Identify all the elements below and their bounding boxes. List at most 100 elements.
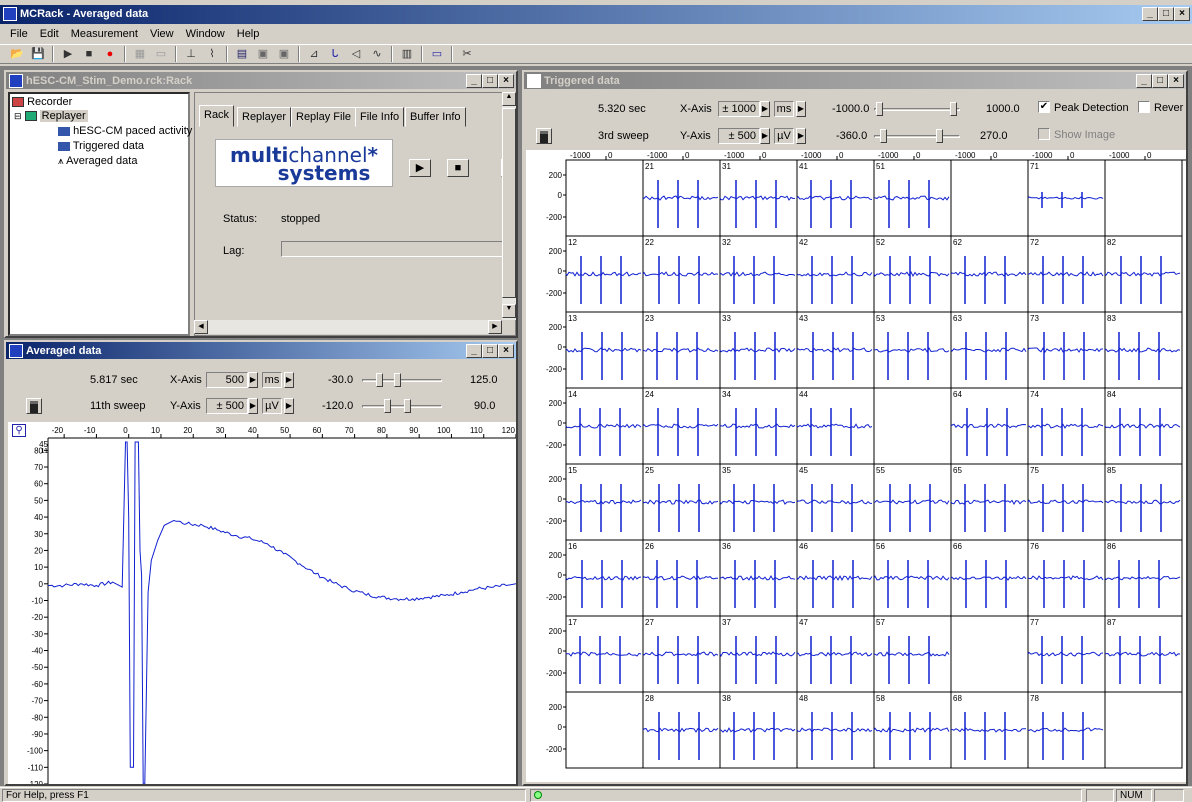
averaged-x-slider[interactable] [362,372,442,388]
reverse-checkbox[interactable] [1138,101,1150,113]
tree-item-triggered-data[interactable]: Triggered data [58,140,144,152]
average-icon[interactable]: ▣ [278,48,290,60]
tree-item-replayer[interactable]: ⊟ Replayer [14,110,88,122]
averaged-close-button[interactable]: × [498,344,514,358]
x-tick-label: 110 [470,426,483,435]
y-tick-label: -20 [31,613,43,622]
filter-icon[interactable]: ᒐ [331,48,339,60]
channel-trace [796,195,873,201]
averaged-maximize-button[interactable]: □ [482,344,498,358]
display-icon[interactable]: ▭ [155,48,167,60]
triggered-save-button[interactable] [536,128,552,144]
stop-icon[interactable]: ■ [85,48,93,60]
channel-trace [1027,271,1104,277]
menu-help[interactable]: Help [236,28,260,40]
averaged-y-slider[interactable] [362,398,442,414]
close-button[interactable]: × [1174,7,1190,21]
open-icon[interactable]: 📂 [10,48,24,60]
window-icon[interactable]: ▭ [431,48,443,60]
averaged-yaxis-spin[interactable]: ▶ [248,398,258,414]
triggered-yaxis-spin[interactable]: ▶ [760,128,770,144]
parameter-icon[interactable]: ▣ [257,48,269,60]
triggered-xaxis-input[interactable]: ± 1000 [718,101,760,117]
averaged-xaxis-spin[interactable]: ▶ [248,372,258,388]
electrode-label: 55 [876,466,885,475]
tab-file-info[interactable]: File Info [355,107,405,127]
record-icon[interactable]: ● [106,48,114,60]
scroll-up-icon[interactable]: ▲ [502,92,516,106]
collapse-icon[interactable]: ⊟ [14,111,22,121]
analyzer-icon[interactable]: ▤ [236,48,248,60]
play-button[interactable]: ▶ [409,159,431,177]
minimize-button[interactable]: _ [1142,7,1158,21]
tab-rack[interactable]: Rack [199,105,235,127]
x-tick-label: 100 [437,426,451,435]
averaged-yaxis-input[interactable]: ± 500 [206,398,248,414]
triggered-xunit-spin[interactable]: ▶ [796,101,806,117]
app-title-bar: MCRack - Averaged data _ □ × [0,5,1192,24]
row-tick-label: 200 [549,475,563,484]
spike-icon[interactable]: ⌇ [209,48,215,60]
save-icon[interactable]: 💾 [31,48,45,60]
menu-file[interactable]: File [10,28,28,40]
menu-window[interactable]: Window [185,28,225,40]
zoom-icon[interactable]: ⚲ [12,424,26,437]
averaged-xunit-spin[interactable]: ▶ [284,372,294,388]
rack-maximize-button[interactable]: □ [482,74,498,88]
sound-icon[interactable]: ◁ [351,48,361,60]
averaged-window[interactable]: Averaged data _ □ × 5.817 sec X-Axis 500 ▶… [4,340,518,786]
status-bar: For Help, press F1 NUM [0,787,1192,802]
electrode-cell [950,235,1029,313]
triggered-maximize-button[interactable]: □ [1152,74,1168,88]
averaged-xaxis-input[interactable]: 500 [206,372,248,388]
averaged-save-button[interactable] [26,398,42,414]
tab-replay-file[interactable]: Replay File [291,107,357,127]
maximize-button[interactable]: □ [1158,7,1174,21]
scroll-thumb[interactable] [502,108,516,298]
triggered-x-slider[interactable] [874,101,960,117]
rack-vertical-scrollbar[interactable]: ▲ ▼ [502,92,516,320]
rack-minimize-button[interactable]: _ [466,74,482,88]
triggered-y-slider[interactable] [874,128,960,144]
triggered-xaxis-unit[interactable]: ms [774,101,794,117]
menu-edit[interactable]: Edit [39,28,59,40]
scroll-left-icon[interactable]: ◀ [194,320,208,334]
averaged-xaxis-unit[interactable]: ms [262,372,282,388]
scroll-right-icon[interactable]: ▶ [488,320,502,334]
grid-icon[interactable]: ▦ [134,48,146,60]
triggered-yaxis-unit[interactable]: µV [774,128,794,144]
triggered-yaxis-input[interactable]: ± 500 [718,128,760,144]
peak-detection-checkbox[interactable]: ✔ [1038,101,1050,113]
stop-button[interactable]: ■ [447,159,469,177]
rack-close-button[interactable]: × [498,74,514,88]
tree-item-averaged-data[interactable]: ⩚ Averaged data [58,155,138,167]
rack-horizontal-scrollbar[interactable]: ◀ ▶ [194,320,502,334]
tree-item-paced-activity[interactable]: hESC-CM paced activity [58,125,192,137]
show-image-checkbox[interactable] [1038,128,1050,140]
triggered-close-button[interactable]: × [1168,74,1184,88]
channel-trace [796,727,873,733]
waveform-icon[interactable]: ∿ [372,48,382,60]
triggered-window[interactable]: Triggered data _ □ × 5.320 sec X-Axis ± 10… [522,70,1188,786]
averaged-minimize-button[interactable]: _ [466,344,482,358]
menu-view[interactable]: View [149,28,174,40]
trigger-icon[interactable]: ⊥ [186,48,196,60]
play-icon[interactable]: ▶ [63,48,73,60]
averaged-yaxis-unit[interactable]: µV [262,398,282,414]
triggered-yunit-spin[interactable]: ▶ [796,128,806,144]
triggered-minimize-button[interactable]: _ [1136,74,1152,88]
channel-trace [1104,499,1181,505]
triggered-xaxis-spin[interactable]: ▶ [760,101,770,117]
channel-trace [1104,651,1181,657]
cut-icon[interactable]: ✂ [462,48,472,60]
tree-item-recorder[interactable]: Recorder [12,96,72,108]
scroll-down-icon[interactable]: ▼ [502,304,516,318]
tab-buffer-info[interactable]: Buffer Info [405,107,466,127]
rack-window[interactable]: hESC-CM_Stim_Demo.rck:Rack _ □ × Recorder … [4,70,518,338]
histogram-icon[interactable]: ▥ [401,48,413,60]
electrode-label: 36 [722,542,731,551]
menu-measurement[interactable]: Measurement [70,28,138,40]
averaged-yunit-spin[interactable]: ▶ [284,398,294,414]
tab-replayer[interactable]: Replayer [237,107,292,127]
chart-icon[interactable]: ⊿ [309,48,319,60]
